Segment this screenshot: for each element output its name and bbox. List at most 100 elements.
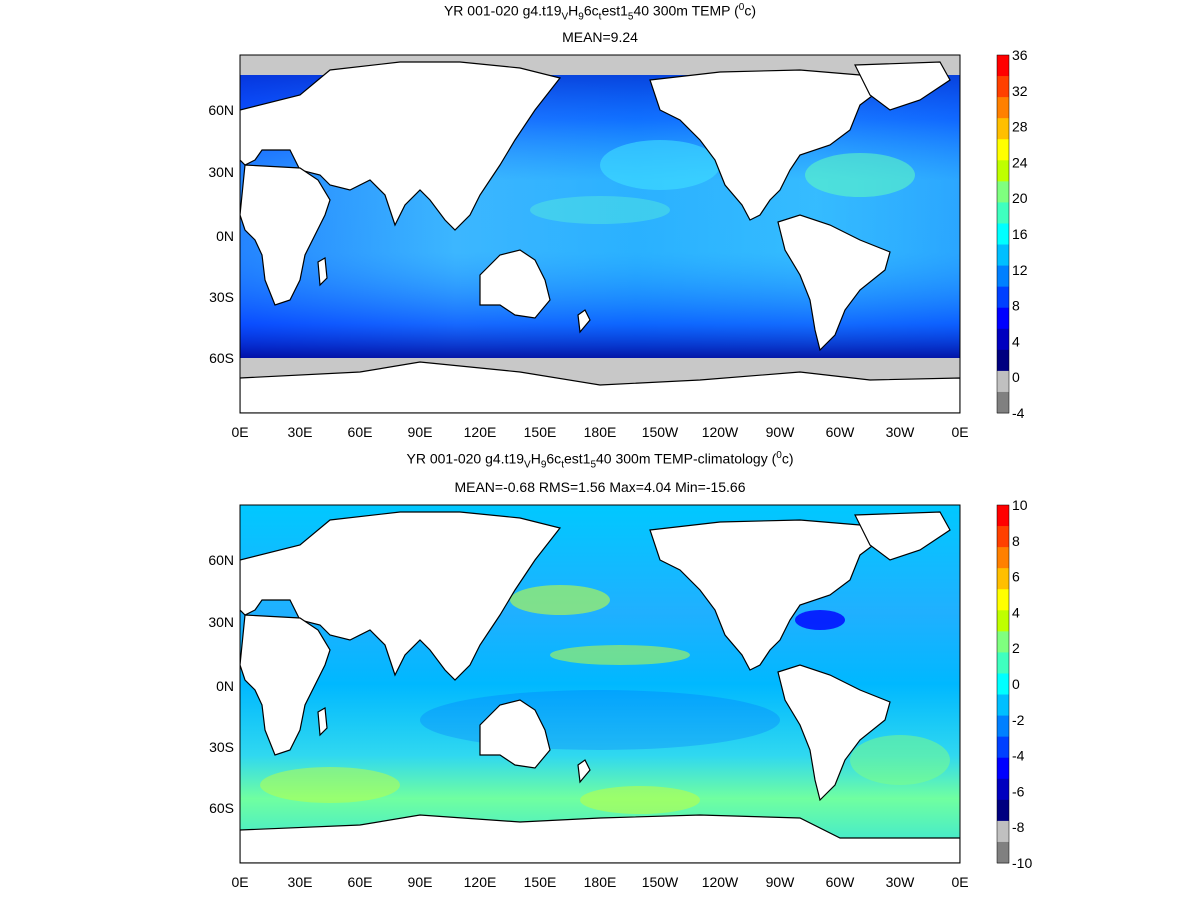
panel2-colorbar-swatch	[997, 757, 1009, 780]
panel1-colorbar-swatch	[997, 307, 1009, 330]
panel1-lon-tick-label: 0E	[951, 424, 968, 440]
panel1-colorbar-swatch	[997, 328, 1009, 351]
panel1-colorbar-swatch	[997, 391, 1009, 414]
panel1-greenland	[854, 61, 951, 111]
panel2-lat-tick-label: 60S	[209, 800, 234, 816]
panel1-colorbar-swatch	[997, 97, 1009, 119]
panel2-colorbar-swatch	[997, 778, 1009, 801]
panel2-subtitle: MEAN=-0.68 RMS=1.56 Max=4.04 Min=-15.66	[454, 479, 746, 495]
panel1-colorbar-frame	[996, 54, 1010, 414]
panel2-lon-tick-label: 120E	[464, 874, 497, 890]
panel2-lon-tick-label: 90E	[408, 874, 433, 890]
panel2-colorbar-swatch	[997, 799, 1009, 822]
panel1-colorbar-swatch	[997, 55, 1009, 77]
panel1-frame	[239, 54, 961, 414]
panel1-lon-tick-label: 180E	[584, 424, 617, 440]
panel1-africa	[240, 164, 331, 306]
panel2-colorbar-swatch	[997, 610, 1009, 632]
panel1-colorbar-label: 36	[1012, 47, 1028, 63]
panel2-lon-tick-label: 0E	[231, 874, 248, 890]
panel2-australia	[479, 699, 551, 769]
panel1-colorbar-label: 24	[1012, 154, 1028, 170]
panel2-new-zealand	[577, 759, 591, 784]
panel2-colorbar-swatch	[997, 715, 1009, 738]
panel2-colorbar-swatch	[997, 736, 1009, 759]
panel2-title: YR 001-020 g4.t19VH96ctest1540 300m TEMP…	[406, 450, 794, 471]
panel2-madagascar	[317, 707, 328, 737]
panel2-colorbar-label: 6	[1012, 569, 1020, 585]
panel2-colorbar-swatch	[997, 631, 1009, 653]
panel2-lon-tick-label: 90W	[766, 874, 796, 890]
panel1-lat-tick-label: 0N	[216, 228, 234, 244]
panel2-colorbar-frame	[996, 504, 1010, 864]
panel1-colorbar-swatch	[997, 118, 1009, 140]
panel2-colorbar-label: 0	[1012, 676, 1020, 692]
panel1-lon-tick-label: 90E	[408, 424, 433, 440]
panel1-colorbar-label: 32	[1012, 83, 1028, 99]
panel1-colorbar-swatch	[997, 286, 1009, 309]
panel2-colorbar-swatch	[997, 673, 1009, 696]
panel2-colorbar-swatch	[997, 526, 1009, 548]
panel2-colorbar-swatch	[997, 652, 1009, 674]
panel1-lon-tick-label: 150E	[524, 424, 557, 440]
panel1-lon-tick-label: 60E	[348, 424, 373, 440]
panel2-colorbar-label: -4	[1012, 748, 1025, 764]
panel1-colorbar-label: 16	[1012, 226, 1028, 242]
panel1-lon-tick-label: 30E	[288, 424, 313, 440]
panel1-lon-tick-label: 120E	[464, 424, 497, 440]
panel1-lon-tick-label: 90W	[766, 424, 796, 440]
panel1-south-america	[777, 214, 891, 352]
panel2-colorbar-label: 10	[1012, 497, 1028, 513]
panel2-lon-tick-label: 0E	[951, 874, 968, 890]
panel1-colorbar-label: -4	[1012, 405, 1025, 421]
panel1-colorbar-swatch	[997, 370, 1009, 393]
panel1-antarctica	[240, 361, 960, 413]
panel2-lat-tick-label: 0N	[216, 678, 234, 694]
panel2-greenland	[854, 511, 951, 561]
panel2-lat-tick-label: 60N	[208, 552, 234, 568]
panel2-map	[240, 505, 960, 863]
panel1-colorbar-label: 0	[1012, 369, 1020, 385]
panel2-colorbar-swatch	[997, 505, 1009, 527]
panel1-lon-tick-label: 60W	[826, 424, 856, 440]
panel1-lon-tick-label: 0E	[231, 424, 248, 440]
panel1-lat-tick-label: 60N	[208, 102, 234, 118]
panel1-madagascar	[317, 257, 328, 287]
panel1-title: YR 001-020 g4.t19VH96ctest1540 300m TEMP…	[443, 2, 757, 23]
panel2-colorbar-swatch	[997, 547, 1009, 569]
panel2-lon-tick-label: 60W	[826, 874, 856, 890]
panel2-colorbar-swatch	[997, 694, 1009, 717]
panel1-colorbar-label: 4	[1012, 333, 1020, 349]
panel2-lat-tick-label: 30N	[208, 614, 234, 630]
panel1-colorbar-label: 12	[1012, 262, 1028, 278]
panel2-lon-tick-label: 30E	[288, 874, 313, 890]
panel2-antarctica	[240, 814, 960, 863]
panel1-colorbar-swatch	[997, 244, 1009, 267]
panel2-lon-tick-label: 180E	[584, 874, 617, 890]
panel1-colorbar-swatch	[997, 160, 1009, 182]
panel2-colorbar-label: -2	[1012, 712, 1025, 728]
panel2-frame	[239, 504, 961, 864]
panel1-colorbar-label: 8	[1012, 298, 1020, 314]
panel2-africa	[240, 614, 331, 756]
panel2-lon-tick-label: 120W	[702, 874, 739, 890]
panel2-colorbar-label: -10	[1012, 855, 1032, 871]
panel1-colorbar-swatch	[997, 139, 1009, 161]
panel1-colorbar-label: 28	[1012, 119, 1028, 135]
panel1-lon-tick-label: 150W	[642, 424, 679, 440]
panel1-eurasia	[240, 61, 562, 231]
panel2-colorbar-label: 2	[1012, 640, 1020, 656]
panel2-colorbar-label: -6	[1012, 783, 1025, 799]
panel1-colorbar-swatch	[997, 181, 1009, 203]
panel1-colorbar-swatch	[997, 223, 1009, 246]
panel1-lat-tick-label: 60S	[209, 350, 234, 366]
panel1-colorbar-swatch	[997, 265, 1009, 288]
panel2-eurasia	[240, 511, 562, 681]
panel2-lon-tick-label: 60E	[348, 874, 373, 890]
panel1-colorbar-swatch	[997, 76, 1009, 98]
panel2-colorbar-label: 8	[1012, 533, 1020, 549]
panel2-lon-tick-label: 150W	[642, 874, 679, 890]
panel2-colorbar-swatch	[997, 589, 1009, 611]
panel1-australia	[479, 249, 551, 319]
